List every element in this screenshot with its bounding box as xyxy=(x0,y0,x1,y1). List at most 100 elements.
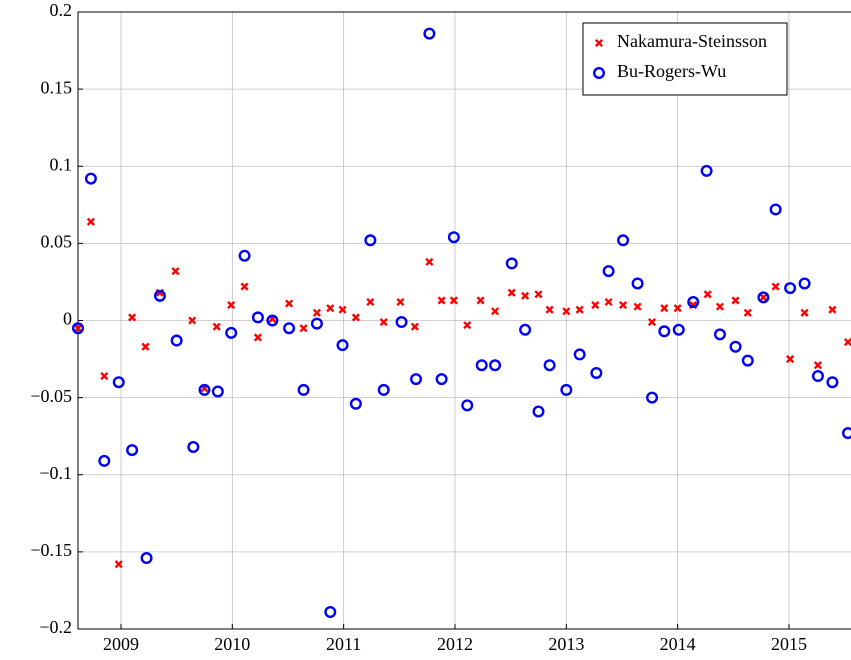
circle-marker xyxy=(658,325,671,338)
x-marker xyxy=(449,296,458,305)
circle-marker xyxy=(826,376,839,389)
y-tick-label: 0.15 xyxy=(41,77,73,97)
x-marker xyxy=(507,288,516,297)
x-marker xyxy=(771,282,780,291)
plot-frame xyxy=(77,11,851,630)
circle-marker xyxy=(98,454,111,467)
x-marker xyxy=(171,267,180,276)
legend-marker xyxy=(593,66,606,79)
circle-marker xyxy=(475,359,488,372)
circle-marker xyxy=(198,383,211,396)
circle-marker xyxy=(729,340,742,353)
x-marker xyxy=(299,324,308,333)
circle-marker xyxy=(505,257,518,270)
legend-box xyxy=(582,22,788,96)
x-marker xyxy=(715,302,725,311)
x-marker xyxy=(463,321,472,330)
circle-marker xyxy=(324,606,337,619)
x-tick-label: 2014 xyxy=(660,634,696,654)
x-marker xyxy=(591,301,600,310)
circle-marker xyxy=(112,376,125,389)
x-tick-label: 2013 xyxy=(548,634,584,654)
x-marker xyxy=(100,371,109,381)
circle-marker xyxy=(532,405,545,418)
circle-marker xyxy=(225,326,238,339)
circle-marker xyxy=(798,277,811,290)
x-marker xyxy=(619,301,628,310)
legend-label: Bu-Rogers-Wu xyxy=(617,61,726,81)
x-marker xyxy=(575,305,584,314)
x-marker xyxy=(410,322,419,331)
x-marker xyxy=(285,299,294,308)
y-tick-label: −0.15 xyxy=(30,540,72,560)
circle-marker xyxy=(489,359,502,372)
y-tick-label: 0.2 xyxy=(50,0,73,20)
x-marker xyxy=(128,313,137,322)
y-tick-label: 0.1 xyxy=(50,154,73,174)
circle-marker xyxy=(349,397,362,410)
x-marker xyxy=(379,317,388,327)
x-marker xyxy=(604,297,613,307)
circle-marker xyxy=(410,373,423,386)
circle-marker xyxy=(211,385,224,398)
x-marker xyxy=(212,322,221,331)
x-marker xyxy=(253,333,262,342)
x-marker xyxy=(351,313,360,322)
circle-marker xyxy=(297,383,310,396)
x-marker xyxy=(786,355,795,364)
circle-marker xyxy=(543,359,556,372)
circle-marker xyxy=(153,289,166,302)
circle-marker xyxy=(140,552,153,565)
x-marker xyxy=(759,293,768,302)
x-marker xyxy=(660,304,669,313)
x-marker xyxy=(731,296,740,305)
circle-marker xyxy=(784,282,797,295)
x-tick-label: 2012 xyxy=(437,634,473,654)
x-marker xyxy=(227,301,236,310)
circle-marker xyxy=(741,354,754,367)
circle-marker xyxy=(126,444,139,457)
x-marker xyxy=(141,342,150,351)
circle-marker xyxy=(283,322,296,335)
circle-marker xyxy=(602,265,615,278)
x-marker xyxy=(562,307,571,316)
legend-marker xyxy=(594,38,604,48)
circle-marker xyxy=(187,440,200,453)
circle-marker xyxy=(423,27,436,40)
circle-marker xyxy=(687,295,700,308)
circle-marker xyxy=(266,314,279,327)
circle-marker xyxy=(71,322,84,335)
circle-marker xyxy=(377,383,390,396)
x-marker xyxy=(743,308,752,317)
circle-marker xyxy=(336,339,349,352)
circle-marker xyxy=(590,366,603,379)
circle-marker xyxy=(672,323,685,336)
circle-marker xyxy=(757,291,770,304)
x-marker xyxy=(326,304,335,313)
x-tick-label: 2011 xyxy=(326,634,361,654)
y-tick-label: 0 xyxy=(63,309,72,329)
x-marker xyxy=(312,308,321,317)
x-marker xyxy=(476,296,485,305)
circle-marker xyxy=(238,249,251,262)
circle-marker xyxy=(435,373,448,386)
circle-marker xyxy=(447,231,460,244)
circle-marker xyxy=(631,277,644,290)
legend: Nakamura-Steinsson Bu-Rogers-Wu xyxy=(582,22,788,96)
x-tick-label: 2009 xyxy=(103,634,139,654)
x-marker xyxy=(240,282,249,291)
y-tick-label: −0.1 xyxy=(39,463,72,483)
x-marker xyxy=(828,305,837,314)
x-marker xyxy=(673,304,682,313)
x-marker xyxy=(338,305,347,314)
circle-marker xyxy=(84,172,97,185)
circle-marker xyxy=(841,427,851,440)
circle-marker xyxy=(519,323,532,336)
legend-label: Nakamura-Steinsson xyxy=(617,31,767,51)
x-tick-label: 2015 xyxy=(771,634,807,654)
circle-marker xyxy=(560,383,573,396)
x-marker xyxy=(366,297,375,307)
x-marker xyxy=(813,361,822,370)
circle-marker xyxy=(170,334,183,347)
